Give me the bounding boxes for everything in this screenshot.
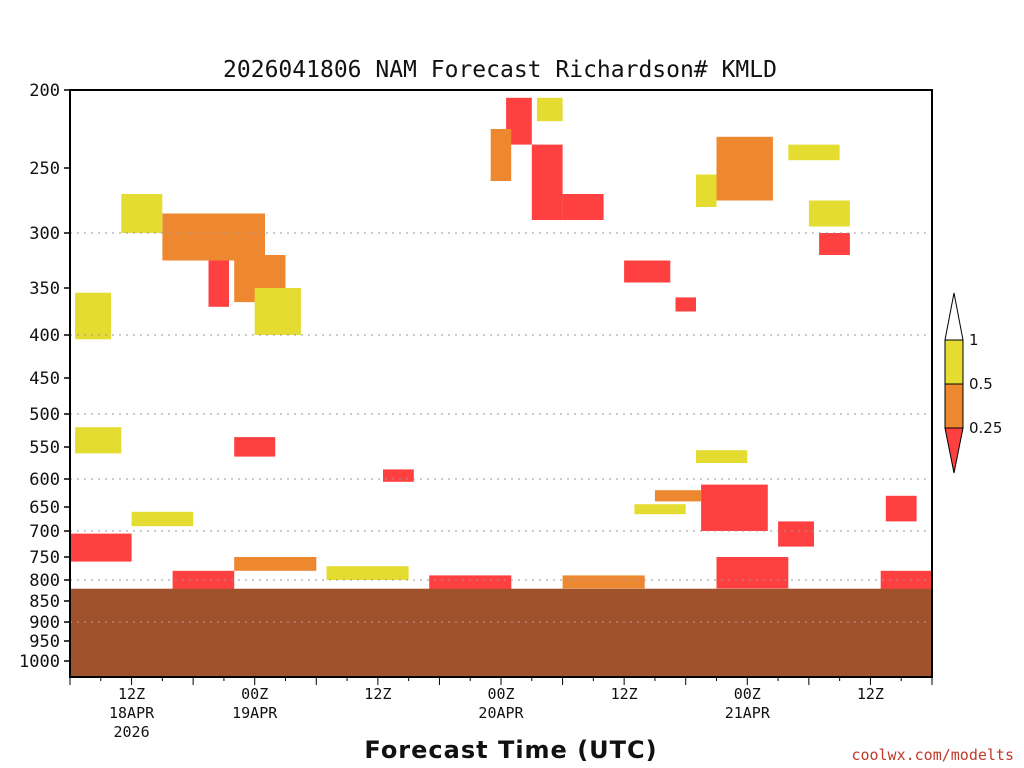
cell-right-yellow-upper — [788, 144, 840, 161]
ytick-label-650: 650 — [29, 498, 60, 518]
cell-boundary-red-left — [70, 533, 132, 562]
y-axis: 200 250 300 350 400 450 500 550 600 650 700 750 8008… — [19, 81, 70, 672]
cell-right-yellow-low — [696, 450, 748, 463]
xtick-date-6: 18APR — [109, 704, 155, 722]
ytick-label-250: 250 — [29, 159, 60, 179]
cell-upper-left-core — [208, 260, 229, 307]
ytick-label-400: 400 — [29, 326, 60, 346]
xtick-label-6: 12Z — [118, 685, 145, 703]
xtick-label-66: 00Z — [734, 685, 761, 703]
ytick-label-350: 350 — [29, 279, 60, 299]
legend-label-0.5: 0.5 — [969, 375, 993, 393]
ytick-label-300: 300 — [29, 224, 60, 244]
cell-boundary-orange-a — [234, 557, 317, 571]
cell-left-mid-red — [234, 437, 276, 457]
chart-title: 2026041806 NAM Forecast Richardson# KMLD — [223, 57, 777, 83]
ytick-label-950: 950 — [29, 632, 60, 652]
cell-upper-left-layer-b — [162, 213, 265, 261]
xtick-year-6: 2026 — [114, 723, 150, 741]
legend: 1 0.5 0.25 — [944, 292, 1002, 474]
cell-boundary-yellow-b — [326, 566, 409, 580]
x-axis-title: Forecast Time (UTC) — [364, 736, 657, 764]
cell-mid-red-band — [624, 260, 671, 283]
ytick-label-200: 200 — [29, 81, 60, 101]
cell-jet-red-column — [531, 144, 563, 220]
ytick-label-850: 850 — [29, 592, 60, 612]
cell-upper-left-layer — [121, 194, 163, 233]
cell-boundary-red-d — [716, 557, 789, 589]
ground-fill — [70, 588, 932, 677]
ytick-label-750: 750 — [29, 548, 60, 568]
cell-mid-red-block — [675, 297, 696, 312]
cell-right-orange — [716, 136, 773, 201]
cell-right-red-upper — [819, 233, 850, 255]
xtick-date-18: 19APR — [232, 704, 278, 722]
cell-right-yellow — [696, 174, 717, 207]
cell-mid-left-yellow — [75, 292, 111, 340]
xtick-label-78: 12Z — [857, 685, 884, 703]
credit-text: coolwx.com/modelts — [851, 746, 1014, 764]
ytick-label-700: 700 — [29, 522, 60, 542]
legend-label-0.25: 0.25 — [969, 419, 1002, 437]
cell-left-mid-yellow — [75, 427, 122, 454]
ytick-label-550: 550 — [29, 438, 60, 458]
cell-boundary-orange-b — [562, 575, 645, 589]
xtick-date-66: 21APR — [725, 704, 771, 722]
cell-right-yellow-mid — [808, 200, 850, 227]
cell-lower-right-red — [778, 521, 814, 547]
legend-label-1: 1 — [969, 331, 979, 349]
ytick-label-600: 600 — [29, 470, 60, 490]
legend-swatch-lt0.25 — [944, 427, 964, 474]
xtick-label-18: 00Z — [241, 685, 268, 703]
xtick-label-30: 12Z — [364, 685, 391, 703]
xtick-date-42: 20APR — [478, 704, 524, 722]
cell-mid-red-strip — [383, 469, 414, 482]
cell-boundary-yellow-c — [634, 504, 686, 515]
cell-lower-orange-strip — [654, 490, 702, 502]
cell-lower-red-blob — [701, 484, 768, 531]
ytick-label-900: 900 — [29, 613, 60, 633]
legend-swatch-0.5-1 — [944, 339, 964, 385]
ytick-label-800: 800 — [29, 571, 60, 591]
xtick-label-42: 00Z — [487, 685, 514, 703]
cell-jet-red-extension — [562, 194, 604, 220]
cell-jet-yellow-top — [536, 97, 563, 122]
cell-upper-left-yellow — [254, 288, 301, 335]
ytick-label-500: 500 — [29, 405, 60, 425]
cell-boundary-red-b — [172, 570, 235, 593]
ytick-label-1000: 1000 — [19, 652, 60, 672]
legend-swatch-0.25-0.5 — [944, 383, 964, 429]
cell-jet-orange — [490, 129, 512, 181]
cell-boundary-yellow-a — [131, 511, 194, 527]
cell-lower-right-red-b — [885, 495, 917, 522]
xtick-label-54: 12Z — [611, 685, 638, 703]
ytick-label-450: 450 — [29, 369, 60, 389]
